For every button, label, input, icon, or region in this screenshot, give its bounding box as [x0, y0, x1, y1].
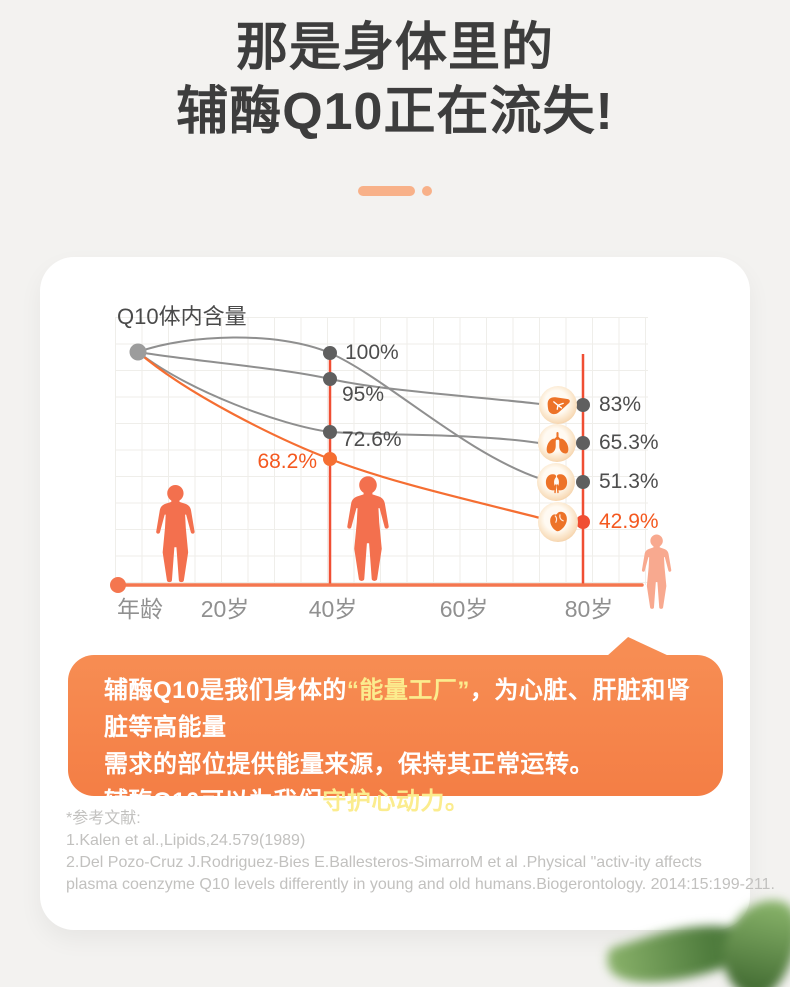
x-axis-origin-dot [110, 577, 126, 593]
references-block: *参考文献: 1.Kalen et al.,Lipids,24.579(1989… [66, 808, 775, 896]
dot-40-72.6 [323, 425, 337, 439]
reference-line: plasma coenzyme Q10 levels differently i… [66, 876, 775, 893]
dot-40-95 [323, 372, 337, 386]
q10-decline-chart: Q10体内含量 [40, 257, 750, 637]
liver-icon [547, 396, 570, 414]
x-tick-80: 80岁 [564, 596, 614, 622]
heart-icon [550, 511, 567, 532]
dot-80-65.3 [576, 436, 590, 450]
divider-dot-icon [422, 186, 432, 196]
liver-medallion [539, 386, 577, 424]
callout-bubble: 辅酶Q10是我们身体的“能量工厂”，为心脏、肝脏和肾脏等高能量 需求的部位提供能… [68, 637, 723, 815]
label-51.3pct: 51.3% [599, 470, 659, 493]
callout-line1-highlight: “能量工厂” [346, 677, 470, 704]
content-card: Q10体内含量 [40, 257, 775, 930]
label-83pct: 83% [599, 393, 642, 416]
page-title: 那是身体里的 辅酶Q10正在流失! [0, 16, 790, 144]
dot-40-100 [323, 346, 337, 360]
reference-line: 1.Kalen et al.,Lipids,24.579(1989) [66, 832, 306, 849]
label-68.2pct: 68.2% [257, 450, 317, 473]
dot-80-83 [576, 398, 590, 412]
x-tick-age-label: 年龄 [117, 596, 163, 622]
callout-line1: 辅酶Q10是我们身体的“能量工厂”，为心脏、肝脏和肾脏等高能量 [104, 672, 703, 746]
references-heading: *参考文献: [66, 810, 141, 827]
page-title-line2: 辅酶Q10正在流失! [176, 83, 614, 141]
callout-line3-highlight: 守护心动力。 [322, 788, 470, 815]
curve-heart [137, 351, 541, 520]
x-tick-60: 60岁 [439, 596, 489, 622]
callout-tail-icon [607, 637, 669, 656]
dot-40-68.2 [323, 452, 337, 466]
reference-line: 2.Del Pozo-Cruz J.Rodriguez-Bies E.Balle… [66, 854, 702, 871]
person-figure-40s-icon [347, 476, 389, 581]
person-figure-20s-icon [156, 485, 195, 583]
callout-line3: 辅酶Q10可以为我们守护心动力。 [104, 783, 703, 820]
kidney-icon [545, 473, 567, 493]
dot-80-51.3 [576, 475, 590, 489]
x-tick-20: 20岁 [200, 596, 250, 622]
divider-bar-icon [358, 186, 415, 196]
label-95pct: 95% [342, 383, 385, 406]
callout-line2: 需求的部位提供能量来源，保持其正常运转。 [104, 751, 594, 778]
label-72.6pct: 72.6% [342, 428, 402, 451]
chart-canvas [110, 336, 672, 609]
label-42.9pct: 42.9% [599, 510, 659, 533]
callout-line1-text: 辅酶Q10是我们身体的 [104, 677, 347, 704]
lungs-medallion [538, 424, 576, 462]
curve-kidney [137, 336, 542, 480]
page-title-line1: 那是身体里的 [235, 19, 554, 77]
dot-80-42.9 [576, 515, 590, 529]
lungs-icon [546, 431, 568, 454]
title-divider [0, 186, 790, 196]
label-65.3pct: 65.3% [599, 431, 659, 454]
callout-line1-text2: ，为心脏、肝脏和肾脏等高能量 [104, 677, 691, 741]
start-point-dot [129, 343, 147, 361]
kidney-medallion [537, 463, 575, 501]
x-tick-40: 40岁 [308, 596, 358, 622]
heart-medallion [538, 502, 578, 542]
curve-liver [137, 351, 541, 405]
label-100pct: 100% [345, 341, 399, 364]
callout-line3-text: 辅酶Q10可以为我们 [104, 788, 323, 815]
chart-title: Q10体内含量 [117, 304, 247, 329]
person-figure-80s-icon [641, 534, 672, 609]
